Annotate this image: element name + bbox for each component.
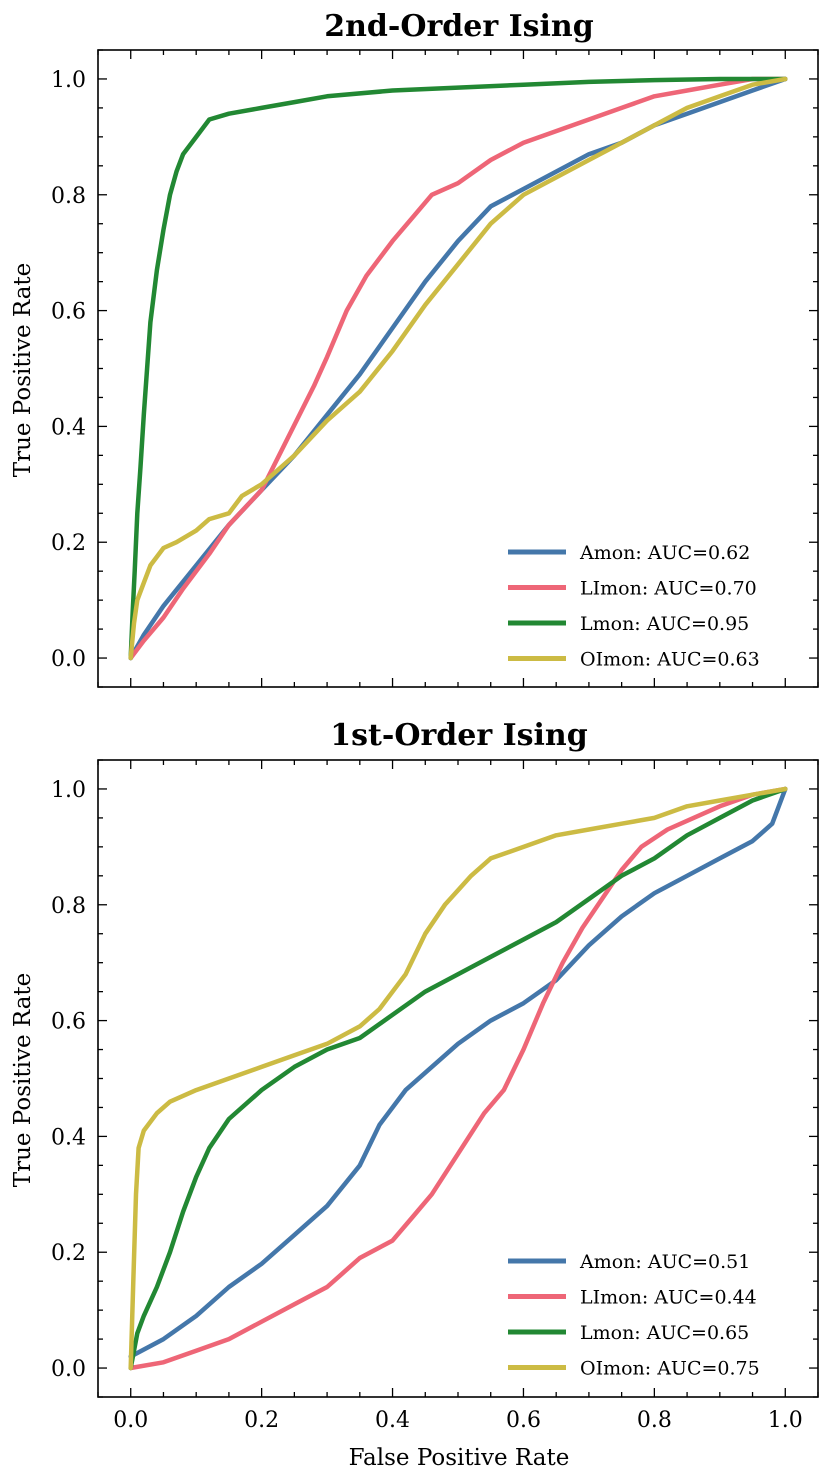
x-tick-label: 0.0 xyxy=(113,1408,148,1433)
y-tick-label: 0.8 xyxy=(51,894,86,919)
y-axis-label: True Positive Rate xyxy=(10,263,36,478)
series-line-lmon xyxy=(128,76,788,661)
chart-title: 1st-Order Ising xyxy=(330,718,587,753)
plot-area: 0.0 0.2 0.4 0.6 0.8 1.0 0.0 0.2 0.4 0.6 0.8 1.0 Amon… xyxy=(51,759,819,1433)
x-tick-label: 0.4 xyxy=(375,1408,410,1433)
x-tick-label: 0.6 xyxy=(506,1408,541,1433)
chart-1st-order-ising: 1st-Order Ising True Positive Rate False… xyxy=(10,718,819,1471)
y-tick-label: 0.4 xyxy=(51,1125,86,1150)
legend-label: Amon: AUC=0.62 xyxy=(579,542,750,564)
series-line-oimon xyxy=(128,76,788,661)
plot-area: 0.0 0.2 0.4 0.6 0.8 1.0 Amon: AUC=0.62 LImon: A… xyxy=(51,49,819,688)
y-tick-label: 0.2 xyxy=(51,531,86,556)
y-tick-label: 0.6 xyxy=(51,1010,86,1035)
x-tick-label: 1.0 xyxy=(768,1408,803,1433)
series-line-limon xyxy=(128,76,788,661)
legend-label: OImon: AUC=0.63 xyxy=(580,649,760,671)
legend-label: LImon: AUC=0.70 xyxy=(580,578,757,600)
x-tick-label: 0.8 xyxy=(637,1408,672,1433)
legend: Amon: AUC=0.62 LImon: AUC=0.70 Lmon: AUC=0… xyxy=(508,542,760,671)
series-line-oimon xyxy=(128,786,788,1371)
y-tick-label: 0.0 xyxy=(51,647,86,672)
legend-label: LImon: AUC=0.44 xyxy=(580,1287,757,1309)
x-tick-label: 0.2 xyxy=(244,1408,279,1433)
legend-label: Lmon: AUC=0.65 xyxy=(580,1322,749,1344)
axes-frame xyxy=(97,49,819,688)
legend-label: OImon: AUC=0.75 xyxy=(580,1358,760,1380)
y-tick-label: 1.0 xyxy=(51,68,86,93)
series-line-lmon xyxy=(128,786,788,1371)
y-tick-label: 0.8 xyxy=(51,184,86,209)
axes-frame xyxy=(97,759,819,1398)
legend-label: Lmon: AUC=0.95 xyxy=(580,613,749,635)
series-line-limon xyxy=(128,786,788,1371)
y-tick-label: 0.0 xyxy=(51,1357,86,1382)
x-axis-label: False Positive Rate xyxy=(349,1445,570,1471)
y-tick-label: 0.2 xyxy=(51,1241,86,1266)
y-tick-label: 0.4 xyxy=(51,415,86,440)
series-line-amon xyxy=(128,786,788,1359)
chart-2nd-order-ising: 2nd-Order Ising True Positive Rate 0.00.… xyxy=(10,9,819,688)
y-axis-label: True Positive Rate xyxy=(10,973,36,1188)
legend: Amon: AUC=0.51 LImon: AUC=0.44 Lmon: AUC=0… xyxy=(508,1251,760,1380)
y-tick-label: 0.6 xyxy=(51,300,86,325)
y-tick-label: 1.0 xyxy=(51,778,86,803)
chart-title: 2nd-Order Ising xyxy=(324,9,593,44)
legend-label: Amon: AUC=0.51 xyxy=(579,1251,750,1273)
